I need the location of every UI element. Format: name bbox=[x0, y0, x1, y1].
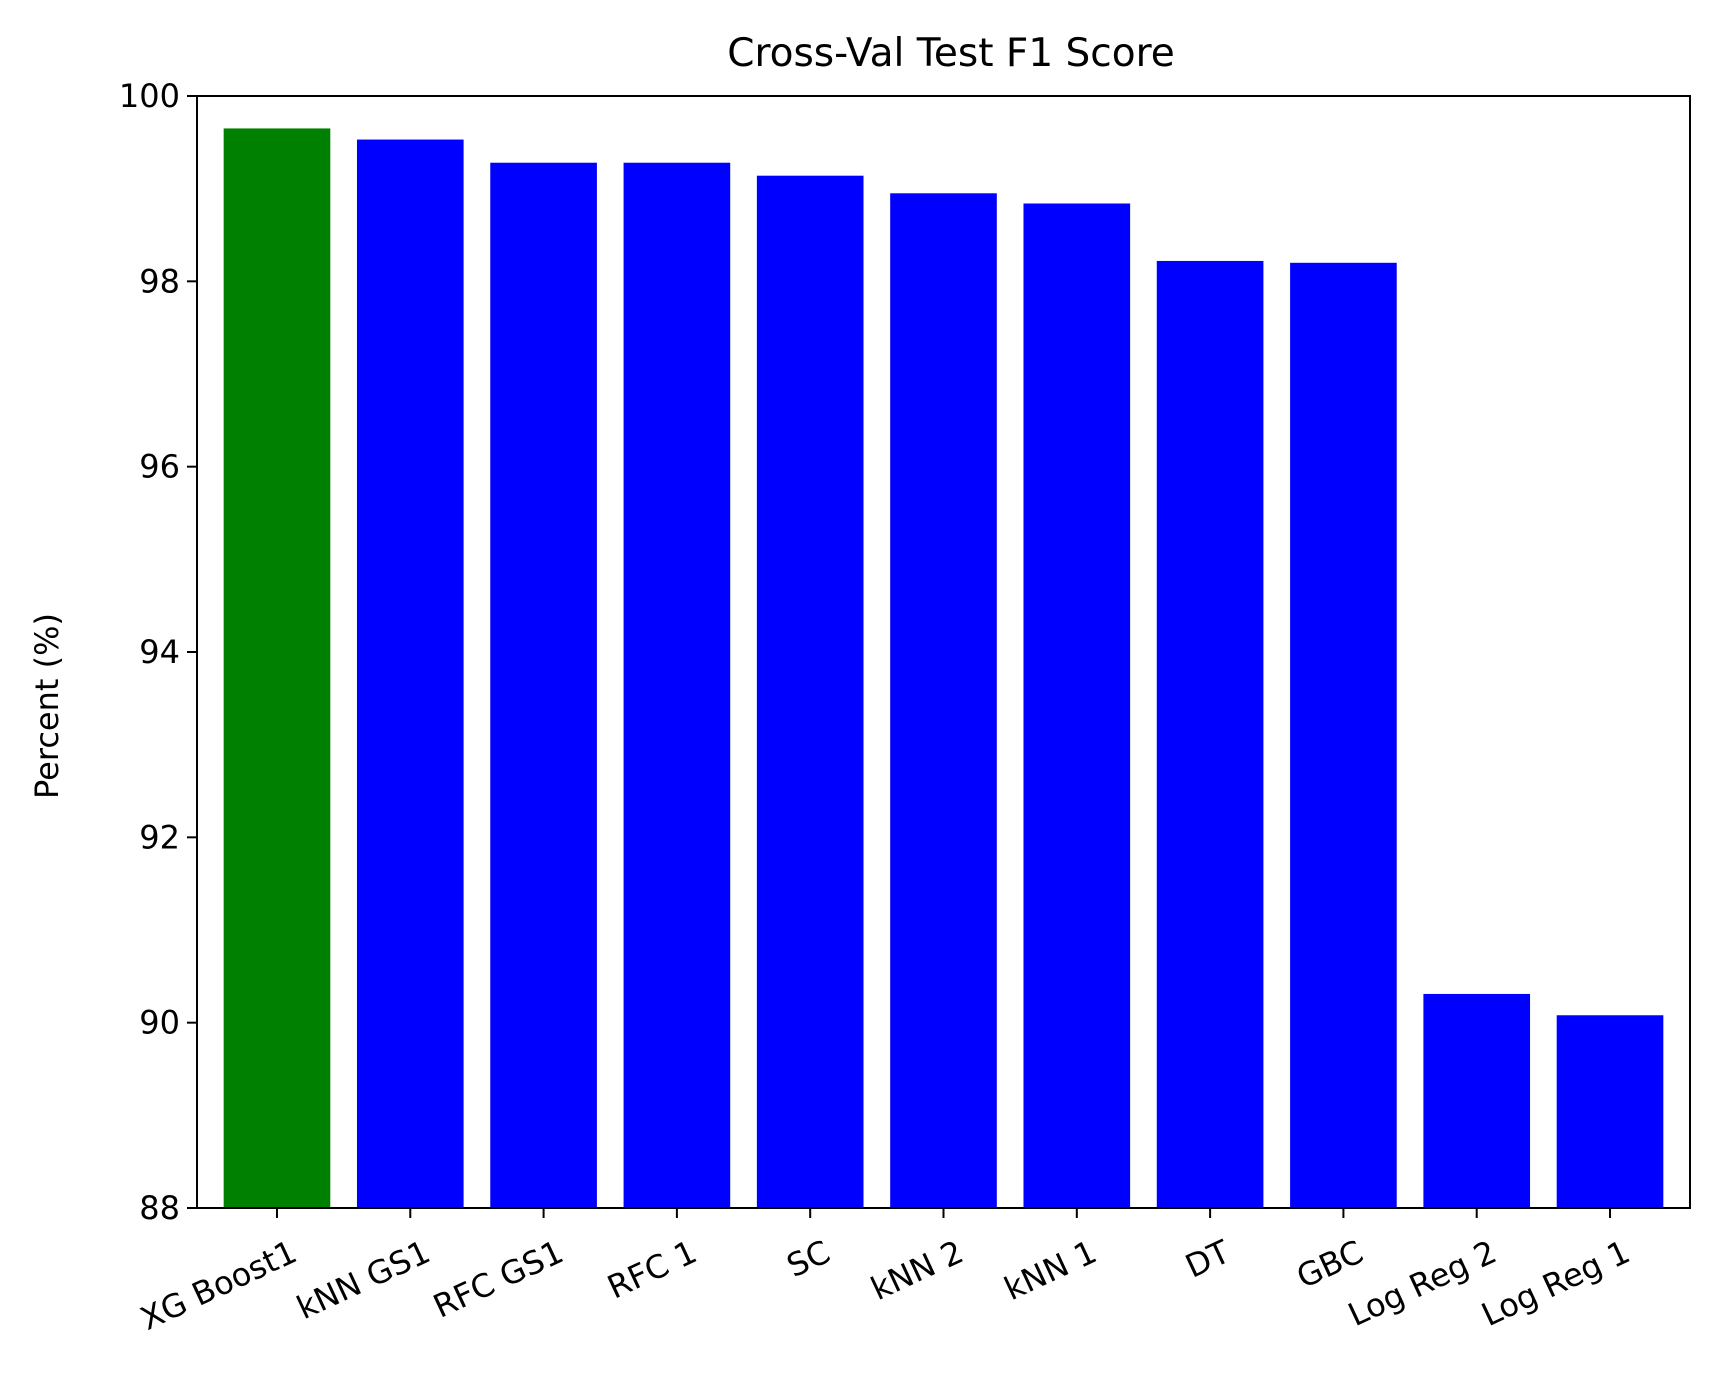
x-tick-label: XG Boost1 bbox=[135, 1233, 303, 1338]
y-axis-label: Percent (%) bbox=[28, 613, 66, 799]
y-tick-label: 90 bbox=[139, 1004, 180, 1042]
y-tick-label: 88 bbox=[139, 1189, 180, 1227]
bar-6 bbox=[890, 193, 997, 1209]
chart-title: Cross-Val Test F1 Score bbox=[727, 31, 1175, 76]
x-tick-label: RFC GS1 bbox=[427, 1233, 569, 1326]
x-tick-label: kNN GS1 bbox=[291, 1233, 436, 1327]
x-tick-label: Log Reg 1 bbox=[1476, 1233, 1636, 1334]
bars-group bbox=[223, 128, 1664, 1209]
bar-9 bbox=[1290, 262, 1397, 1208]
x-tick-label: SC bbox=[781, 1233, 836, 1285]
x-tick-label: kNN 1 bbox=[998, 1233, 1102, 1308]
y-tick-label: 94 bbox=[139, 633, 180, 671]
bar-1 bbox=[223, 128, 331, 1208]
x-tick-label: Log Reg 2 bbox=[1342, 1233, 1502, 1334]
x-tick-label: DT bbox=[1180, 1232, 1237, 1285]
x-tick-label: GBC bbox=[1291, 1233, 1369, 1296]
bar-4 bbox=[623, 162, 731, 1209]
bar-3 bbox=[490, 162, 597, 1209]
bar-11 bbox=[1556, 1015, 1664, 1208]
x-tick-label: kNN 2 bbox=[865, 1233, 969, 1308]
bar-7 bbox=[1023, 203, 1131, 1208]
y-tick-label: 100 bbox=[119, 77, 180, 115]
y-tick-label: 96 bbox=[139, 448, 180, 486]
plot-frame bbox=[196, 95, 1691, 1209]
bar-5 bbox=[756, 175, 864, 1208]
x-tick-label: RFC 1 bbox=[602, 1233, 703, 1307]
bar-10 bbox=[1423, 993, 1531, 1208]
bar-8 bbox=[1156, 260, 1264, 1208]
y-axis-ticks: 88 90 92 94 96 98 100 bbox=[119, 77, 197, 1227]
bar-2 bbox=[356, 139, 464, 1208]
y-tick-label: 92 bbox=[139, 818, 180, 856]
y-tick-label: 98 bbox=[139, 262, 180, 300]
